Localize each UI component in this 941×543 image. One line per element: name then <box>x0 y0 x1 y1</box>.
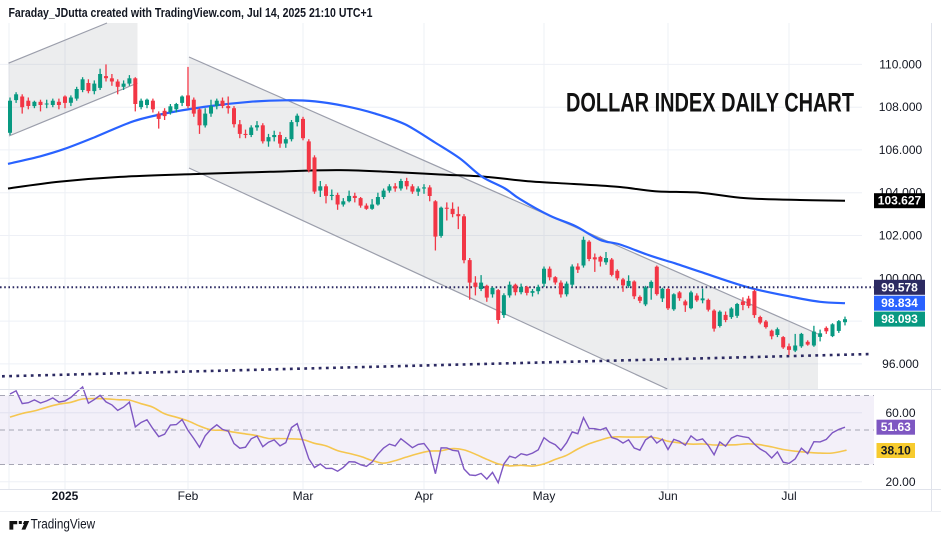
svg-text:98.834: 98.834 <box>881 296 918 310</box>
svg-text:Jun: Jun <box>658 489 677 503</box>
svg-text:108.000: 108.000 <box>879 100 923 114</box>
svg-text:20.00: 20.00 <box>885 475 915 489</box>
svg-text:Faraday_JDutta created with Tr: Faraday_JDutta created with TradingView.… <box>9 5 373 20</box>
svg-text:99.578: 99.578 <box>881 280 918 294</box>
svg-text:106.000: 106.000 <box>879 143 923 157</box>
svg-text:Jul: Jul <box>781 489 796 503</box>
svg-text:Apr: Apr <box>415 489 434 503</box>
svg-text:103.627: 103.627 <box>878 194 922 208</box>
svg-text:Mar: Mar <box>293 489 314 503</box>
svg-text:38.10: 38.10 <box>881 444 911 458</box>
svg-text:98.093: 98.093 <box>881 312 918 326</box>
svg-text:102.000: 102.000 <box>879 229 923 243</box>
svg-text:96.000: 96.000 <box>882 357 919 371</box>
svg-text:60.00: 60.00 <box>885 406 915 420</box>
svg-text:Feb: Feb <box>178 489 199 503</box>
svg-text:51.63: 51.63 <box>881 420 911 434</box>
svg-text:110.000: 110.000 <box>879 57 922 71</box>
svg-text:TradingView: TradingView <box>31 517 96 532</box>
svg-text:2025: 2025 <box>52 489 79 503</box>
svg-text:DOLLAR INDEX DAILY CHART: DOLLAR INDEX DAILY CHART <box>566 88 854 118</box>
svg-text:May: May <box>533 489 556 503</box>
